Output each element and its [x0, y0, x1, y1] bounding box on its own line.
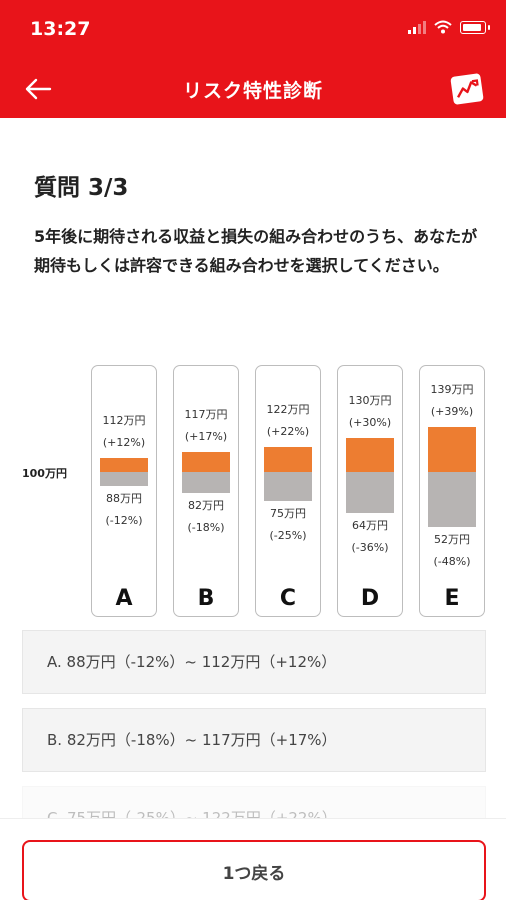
option-card-d[interactable]: 130万円 (+30%) 64万円 (-36%) D [337, 365, 403, 617]
gain-amount: 122万円 [266, 402, 310, 416]
gain-bar [428, 427, 476, 472]
loss-percent: (-36%) [351, 541, 389, 555]
loss-amount: 88万円 [106, 491, 142, 505]
gain-amount: 112万円 [102, 414, 146, 428]
gain-bar [346, 437, 394, 472]
option-letter: B [197, 586, 215, 611]
gain-label: 130万円 (+30%) [338, 390, 402, 434]
gain-bar [182, 452, 230, 472]
loss-amount: 52万円 [434, 533, 470, 547]
option-letter: D [360, 586, 380, 611]
gain-percent: (+30%) [348, 415, 392, 429]
gain-amount: 139万円 [430, 383, 474, 397]
status-bar: 13:27 [0, 0, 506, 60]
option-card-b[interactable]: 117万円 (+17%) 82万円 (-18%) B [173, 365, 239, 617]
loss-label: 82万円 (-18%) [174, 495, 238, 539]
gain-label: 139万円 (+39%) [420, 379, 484, 423]
gain-percent: (+12%) [102, 436, 146, 450]
loss-bar [264, 472, 312, 501]
loss-label: 64万円 (-36%) [338, 515, 402, 559]
gain-label: 122万円 (+22%) [256, 399, 320, 443]
loss-label: 75万円 (-25%) [256, 503, 320, 547]
loss-amount: 75万円 [270, 506, 306, 520]
question-title: 質問 3/3 [34, 175, 129, 201]
option-card-c[interactable]: 122万円 (+22%) 75万円 (-25%) C [255, 365, 321, 617]
gain-amount: 117万円 [184, 408, 228, 422]
loss-bar [346, 472, 394, 514]
back-arrow-icon[interactable] [22, 74, 54, 104]
risk-return-chart: 100万円 112万円 (+12%) 88万円 (-12%) A 117万円 (+17%) 8… [0, 355, 506, 625]
battery-icon [460, 20, 490, 34]
chart-icon[interactable] [448, 70, 486, 108]
option-letter: C [279, 586, 297, 611]
gain-percent: (+17%) [184, 430, 228, 444]
option-card-a[interactable]: 112万円 (+12%) 88万円 (-12%) A [91, 365, 157, 617]
go-back-button[interactable]: 1つ戻る [22, 840, 486, 900]
gain-percent: (+22%) [266, 424, 310, 438]
gain-amount: 130万円 [348, 393, 392, 407]
gain-bar [264, 446, 312, 472]
option-card-e[interactable]: 139万円 (+39%) 52万円 (-48%) E [419, 365, 485, 617]
answer-option[interactable]: B. 82万円（-18%）~ 117万円（+17%） [22, 708, 486, 772]
nav-bar: リスク特性診断 [0, 60, 506, 118]
loss-label: 88万円 (-12%) [92, 488, 156, 532]
page-title: リスク特性診断 [182, 80, 323, 102]
loss-percent: (-48%) [433, 555, 471, 569]
loss-bar [100, 472, 148, 486]
loss-amount: 82万円 [188, 498, 224, 512]
loss-label: 52万円 (-48%) [420, 529, 484, 573]
loss-percent: (-12%) [105, 513, 143, 527]
status-time: 13:27 [30, 18, 91, 40]
answer-option[interactable]: A. 88万円（-12%）~ 112万円（+12%） [22, 630, 486, 694]
loss-amount: 64万円 [352, 519, 388, 533]
base-value-label: 100万円 [22, 467, 67, 480]
wifi-icon [434, 20, 452, 34]
footer: 1つ戻る [0, 818, 506, 900]
loss-percent: (-18%) [187, 520, 225, 534]
question-text: 5年後に期待される収益と損失の組み合わせのうち、あなたが期待もしくは許容できる組… [34, 227, 478, 275]
gain-label: 117万円 (+17%) [174, 404, 238, 448]
status-icons [408, 20, 490, 34]
gain-label: 112万円 (+12%) [92, 410, 156, 454]
loss-bar [428, 472, 476, 528]
loss-bar [182, 472, 230, 493]
loss-percent: (-25%) [269, 528, 307, 542]
cellular-signal-icon [408, 20, 426, 34]
gain-percent: (+39%) [430, 405, 474, 419]
option-letter: A [115, 586, 133, 611]
option-letter: E [444, 586, 460, 611]
gain-bar [100, 458, 148, 472]
